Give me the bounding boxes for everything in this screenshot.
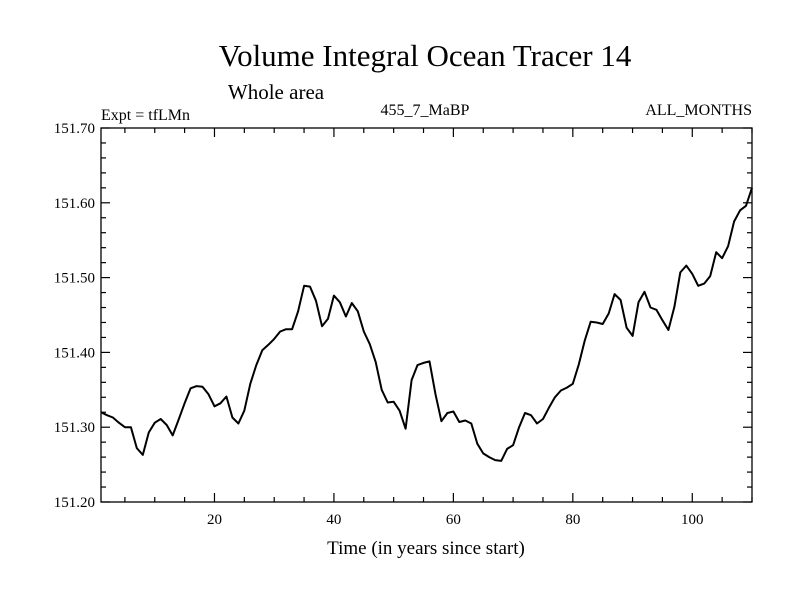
y-tick-label: 151.20	[54, 495, 95, 511]
y-tick-label: 151.30	[54, 420, 95, 436]
chart-subtitle: Whole area	[228, 80, 325, 104]
x-tick-label: 80	[565, 512, 580, 528]
x-tick-label: 20	[207, 512, 222, 528]
x-axis-label: Time (in years since start)	[327, 538, 525, 559]
series-tflmn	[101, 188, 752, 461]
series-line	[101, 188, 752, 461]
y-tick-label: 151.70	[54, 121, 95, 137]
line-chart: Volume Integral Ocean Tracer 14 Whole ar…	[0, 0, 800, 600]
plot-frame	[101, 128, 752, 502]
period-label: 455_7_MaBP	[381, 102, 470, 119]
chart-title: Volume Integral Ocean Tracer 14	[219, 38, 632, 73]
months-label: ALL_MONTHS	[645, 102, 752, 119]
y-tick-label: 151.60	[54, 196, 95, 212]
experiment-label: Expt = tfLMn	[101, 107, 190, 124]
y-tick-label: 151.50	[54, 271, 95, 287]
x-tick-label: 40	[326, 512, 341, 528]
axes: 20 40 60 80 100 151.20 151.30 151.40 151.50 151.6…	[54, 121, 752, 528]
x-tick-label: 100	[681, 512, 704, 528]
y-tick-label: 151.40	[54, 345, 95, 361]
x-tick-label: 60	[446, 512, 461, 528]
